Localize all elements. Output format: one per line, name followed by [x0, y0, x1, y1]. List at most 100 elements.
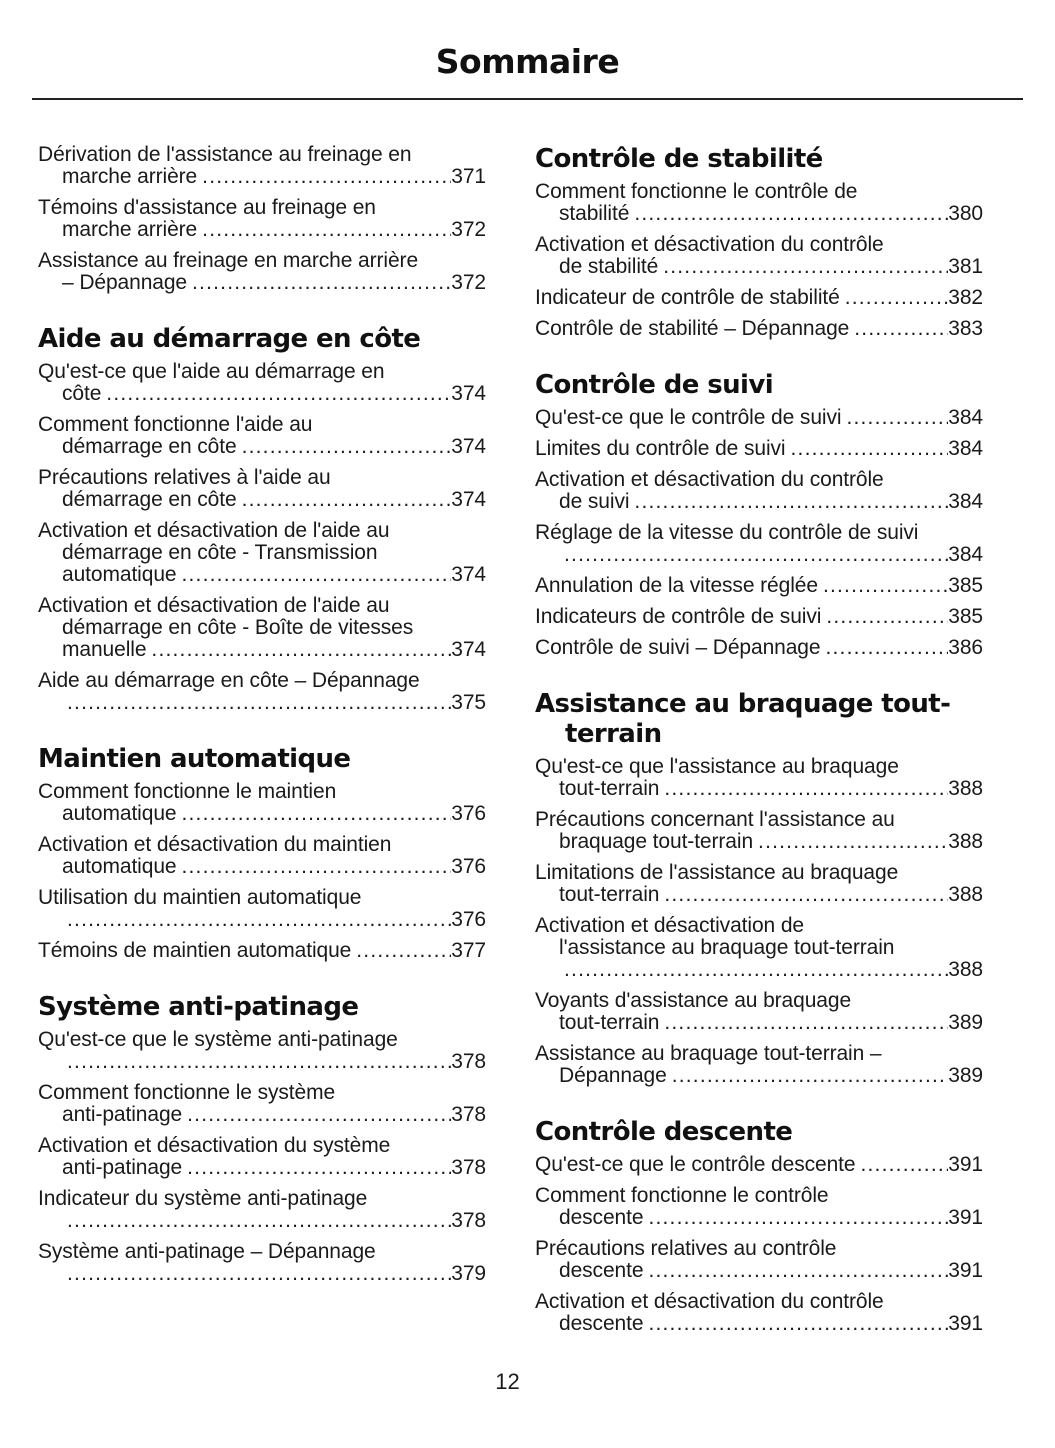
- section-heading: Système anti-patinage: [38, 992, 486, 1022]
- toc-entry-line: Utilisation du maintien automatique: [38, 886, 362, 909]
- toc-entry-page: 376: [451, 855, 486, 878]
- toc-entry-page: 380: [948, 202, 983, 225]
- dot-leader: [634, 203, 948, 225]
- dot-leader: [181, 803, 451, 825]
- toc-entry-line: Comment fonctionne le contrôle: [535, 1184, 829, 1207]
- toc-entry-line: Qu'est-ce que le système anti-patinage: [38, 1028, 398, 1051]
- section-heading-line: Assistance au braquage tout-: [535, 689, 951, 719]
- toc-entry-page: 374: [451, 638, 486, 661]
- toc-section: Maintien automatique Comment fonctionne l…: [38, 744, 486, 962]
- toc-entry-line: Activation et désactivation du contrôle: [535, 468, 884, 491]
- section-heading-line: terrain: [565, 719, 662, 749]
- toc-entry-page: 378: [451, 1209, 486, 1232]
- toc-entry-leader-line: Annulation de la vitesse réglée 385: [535, 575, 983, 597]
- toc-entry-page: 374: [451, 382, 486, 405]
- toc-section: Assistance au braquage tout-terrain Qu'es…: [535, 689, 983, 1087]
- toc-entry-leader-line: marche arrière 371: [62, 166, 486, 188]
- dot-leader: [854, 318, 948, 340]
- dot-leader: [791, 438, 949, 460]
- dot-leader: [664, 884, 948, 906]
- toc-entry-leader-line: 375: [62, 692, 486, 714]
- toc-entry-line: Qu'est-ce que l'aide au démarrage en: [38, 360, 385, 383]
- dot-leader: [823, 575, 948, 597]
- toc-entry-line: démarrage en côte - Boîte de vitesses: [62, 616, 414, 639]
- toc-entry-leader-line: 376: [62, 909, 486, 931]
- footer-page-number: 12: [495, 1369, 520, 1394]
- toc-entry-page: 384: [948, 406, 983, 429]
- toc-entry-leader-line: tout-terrain 389: [559, 1012, 983, 1034]
- dot-leader: [67, 1210, 451, 1232]
- toc-entry: Aide au démarrage en côte – Dépannage 375: [38, 670, 486, 714]
- toc-section: Système anti-patinage Qu'est-ce que le sy…: [38, 992, 486, 1285]
- toc-entry-line: Comment fonctionne le contrôle de: [535, 180, 858, 203]
- toc-entry-line: Activation et désactivation de l'aide au: [38, 594, 390, 617]
- toc-entry-leader-line: Qu'est-ce que le contrôle de suivi 384: [535, 407, 983, 429]
- toc-entry: Comment fonctionne le maintien automatiqu…: [38, 781, 486, 825]
- toc-entry-text: anti-patinage: [62, 1103, 183, 1126]
- toc-entry-page: 391: [948, 1153, 983, 1176]
- toc-entry-page: 391: [948, 1259, 983, 1282]
- toc-entry-page: 381: [948, 255, 983, 278]
- toc-entry: Qu'est-ce que le contrôle descente 391: [535, 1154, 983, 1176]
- toc-entry-leader-line: braquage tout-terrain 388: [559, 831, 983, 853]
- toc-entry-text: tout-terrain: [559, 777, 660, 800]
- toc-entry: Activation et désactivation du contrôle d…: [535, 1291, 983, 1335]
- section-heading: Aide au démarrage en côte: [38, 324, 486, 354]
- toc-entry-text: braquage tout-terrain: [559, 830, 754, 853]
- toc-entry: Assistance au braquage tout-terrain – Dép…: [535, 1043, 983, 1087]
- toc-entry-page: 379: [451, 1262, 486, 1285]
- toc-entry-text: Contrôle de stabilité – Dépannage: [535, 317, 850, 340]
- dot-leader: [202, 166, 451, 188]
- dot-leader: [151, 639, 451, 661]
- toc-entry-page: 384: [948, 490, 983, 513]
- toc-entry-line: Aide au démarrage en côte – Dépannage: [38, 669, 420, 692]
- toc-entry-line: Système anti-patinage – Dépannage: [38, 1240, 376, 1263]
- toc-entry-leader-line: stabilité 380: [559, 203, 983, 225]
- toc-entry: Précautions relatives à l'aide au démarra…: [38, 467, 486, 511]
- toc-entry: Activation et désactivation de l'aide au…: [38, 520, 486, 586]
- toc-entry: Réglage de la vitesse du contrôle de sui…: [535, 522, 983, 566]
- toc-entry-text: côte: [62, 382, 102, 405]
- toc-entry-page: 384: [948, 543, 983, 566]
- toc-entry: Limites du contrôle de suivi 384: [535, 438, 983, 460]
- section-heading: Contrôle de stabilité: [535, 144, 983, 174]
- toc-entry-page: 372: [451, 218, 486, 241]
- toc-entry-line: Précautions concernant l'assistance au: [535, 808, 895, 831]
- toc-entry-leader-line: anti-patinage 378: [62, 1104, 486, 1126]
- toc-entry-leader-line: Témoins de maintien automatique 377: [38, 940, 486, 962]
- toc-entry-line: Limitations de l'assistance au braquage: [535, 861, 899, 884]
- dot-leader: [187, 1104, 451, 1126]
- toc-entry-leader-line: Indicateurs de contrôle de suivi 385: [535, 606, 983, 628]
- toc-entry-text: automatique: [62, 855, 177, 878]
- dot-leader: [356, 940, 451, 962]
- toc-entry-text: marche arrière: [62, 165, 198, 188]
- toc-entry-page: 375: [451, 691, 486, 714]
- toc-entry-line: Comment fonctionne l'aide au: [38, 413, 313, 436]
- toc-entry-leader-line: de stabilité 381: [559, 256, 983, 278]
- toc-entry-text: tout-terrain: [559, 883, 660, 906]
- toc-entry-leader-line: Contrôle de stabilité – Dépannage 383: [535, 318, 983, 340]
- toc-entry: Précautions relatives au contrôle descent…: [535, 1238, 983, 1282]
- toc-entry-leader-line: descente 391: [559, 1313, 983, 1335]
- toc-entry-leader-line: – Dépannage 372: [62, 272, 486, 294]
- toc-entry-text: automatique: [62, 563, 177, 586]
- toc-entry-leader-line: Qu'est-ce que le contrôle descente 391: [535, 1154, 983, 1176]
- toc-column-right: Contrôle de stabilité Comment fonctionne …: [535, 144, 983, 1344]
- section-heading-line: Aide au démarrage en côte: [38, 324, 421, 354]
- toc-entry-page: 383: [948, 317, 983, 340]
- toc-entry-text: tout-terrain: [559, 1011, 660, 1034]
- dot-leader: [564, 959, 948, 981]
- toc-entry-page: 385: [948, 574, 983, 597]
- title-divider: [32, 98, 1023, 100]
- toc-entry-leader-line: automatique 374: [62, 564, 486, 586]
- toc-entry-page: 384: [948, 437, 983, 460]
- dot-leader: [664, 778, 948, 800]
- toc-entry: Activation et désactivation du contrôle d…: [535, 469, 983, 513]
- toc-entry-page: 388: [948, 777, 983, 800]
- toc-entry-leader-line: anti-patinage 378: [62, 1157, 486, 1179]
- toc-entry-line: l'assistance au braquage tout-terrain: [559, 936, 895, 959]
- toc-entry-text: descente: [559, 1259, 644, 1282]
- toc-entry-page: 388: [948, 883, 983, 906]
- toc-entry-text: – Dépannage: [62, 271, 188, 294]
